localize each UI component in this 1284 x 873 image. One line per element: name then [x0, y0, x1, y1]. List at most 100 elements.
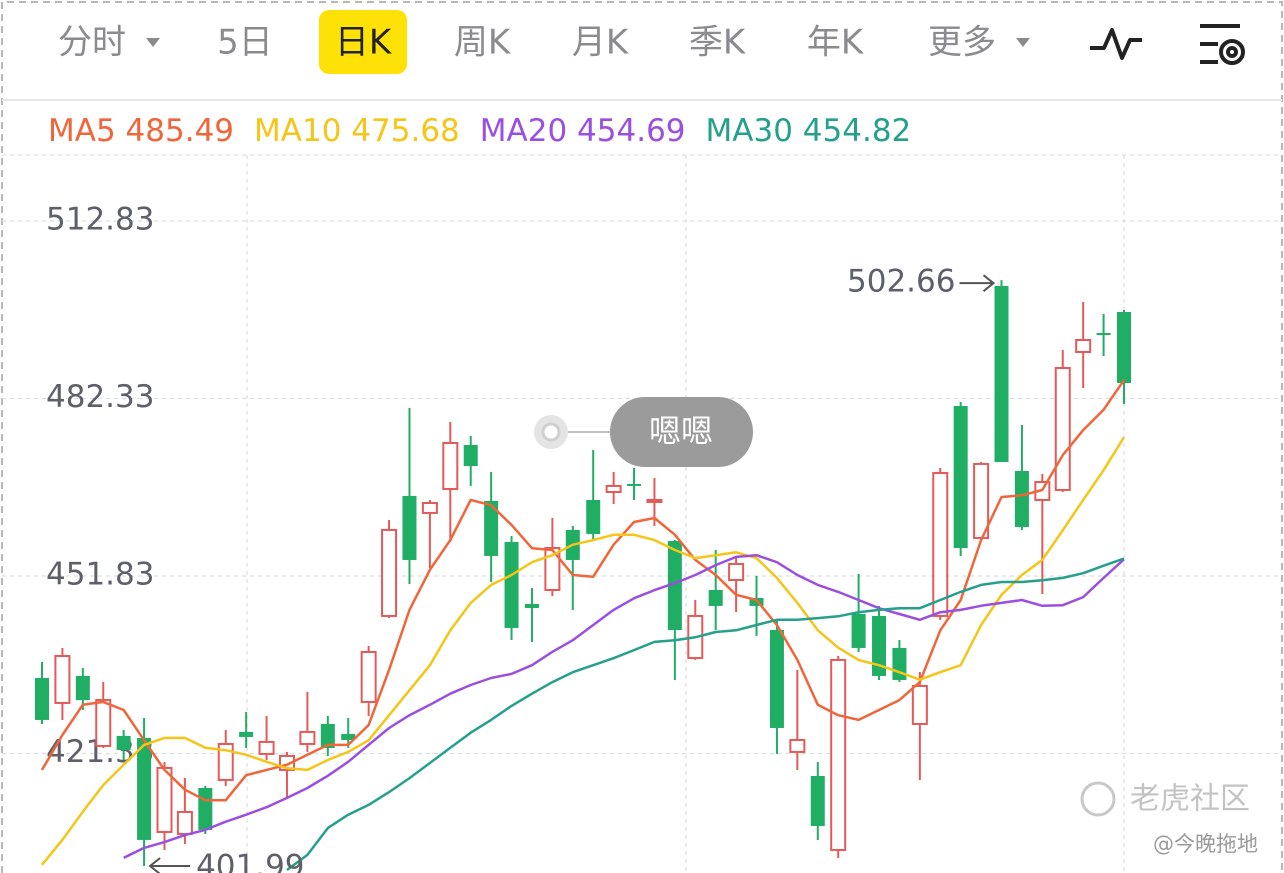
- candle: [524, 587, 539, 642]
- candle-body: [769, 629, 784, 728]
- candle-body: [217, 742, 234, 781]
- candle: [932, 467, 949, 620]
- candle-body: [320, 723, 335, 748]
- legend-entry: MA30 454.82: [706, 113, 912, 149]
- candle-body: [504, 541, 519, 628]
- legend-entry: MA20 454.69: [480, 113, 686, 149]
- candle-body: [830, 658, 847, 851]
- legend-value: 454.69: [577, 113, 685, 149]
- candle: [95, 681, 112, 748]
- dropdown-arrow: [146, 38, 160, 47]
- candle: [463, 435, 478, 486]
- legend-value: 454.82: [803, 113, 911, 149]
- candle-body: [872, 615, 887, 676]
- candle-body: [239, 731, 254, 737]
- candle: [258, 715, 275, 760]
- tooltip[interactable]: 嗯嗯: [534, 397, 753, 467]
- ma-legend: MA5 485.49 MA10 475.68 MA20 454.69 MA30 454…: [48, 113, 911, 149]
- candle-body: [484, 500, 499, 556]
- candle: [1014, 424, 1029, 530]
- candle: [544, 517, 561, 596]
- legend-name: MA5: [48, 113, 116, 149]
- candle: [239, 711, 254, 748]
- watermark-logo: [1080, 781, 1116, 817]
- candle: [994, 280, 1009, 462]
- candles: [35, 280, 1131, 867]
- watermark-brand: 老虎社区: [1130, 782, 1250, 817]
- tab-bar: 分时 5日 日K 周K 月K 季K 年K 更多: [58, 10, 1030, 74]
- candle: [360, 645, 377, 716]
- candle-body: [116, 735, 131, 750]
- candle-body: [421, 502, 438, 514]
- tab[interactable]: 季K: [689, 23, 747, 63]
- candle-body: [463, 444, 478, 466]
- ma-line: [286, 557, 1125, 872]
- tooltip-text: 嗯嗯: [649, 412, 713, 450]
- candle-body: [586, 499, 601, 534]
- indicator-icon[interactable]: [1090, 28, 1142, 60]
- candle-body: [360, 650, 377, 703]
- y-tick-label: 451.83: [46, 556, 154, 592]
- candle: [769, 619, 784, 754]
- candle: [320, 715, 335, 756]
- candle-body: [911, 684, 928, 725]
- candle: [728, 557, 745, 612]
- settings-icon[interactable]: [1200, 24, 1245, 65]
- ma-line: [41, 436, 1126, 866]
- candle: [402, 407, 417, 584]
- watermark-author: @今晚拖地: [1153, 832, 1258, 856]
- candle-body: [156, 766, 173, 833]
- ma-line: [123, 553, 1125, 859]
- candle: [442, 421, 459, 542]
- min-label: 401.99: [196, 849, 304, 873]
- max-label: 502.66: [847, 264, 955, 300]
- candle-body: [994, 285, 1009, 462]
- candle: [137, 717, 152, 867]
- candle: [830, 655, 847, 858]
- watermark: 老虎社区 @今晚拖地: [1080, 781, 1258, 856]
- candle: [341, 717, 356, 748]
- candle: [484, 471, 499, 582]
- candle: [1117, 309, 1131, 404]
- candle: [708, 549, 723, 630]
- candle-body: [442, 442, 459, 490]
- candle: [217, 729, 234, 786]
- candle: [1075, 301, 1092, 388]
- legend-value: 485.49: [126, 113, 234, 149]
- candle: [381, 519, 398, 618]
- legend-name: MA20: [480, 113, 567, 149]
- candle-body: [402, 495, 417, 560]
- legend-entry: MA5 485.49: [48, 113, 234, 149]
- tab[interactable]: 5日: [217, 23, 273, 63]
- candle: [1096, 313, 1111, 357]
- candle-body: [932, 471, 949, 617]
- candle-body: [176, 810, 193, 835]
- candle-body: [54, 654, 71, 704]
- candle: [810, 761, 825, 840]
- candle-body: [627, 483, 642, 486]
- candle: [299, 691, 316, 752]
- candle-body: [646, 498, 663, 503]
- candle-body: [667, 541, 682, 630]
- candle: [789, 669, 806, 770]
- candle: [116, 729, 131, 760]
- candle-body: [75, 675, 90, 700]
- candle: [504, 535, 519, 640]
- candle: [953, 401, 968, 556]
- tab[interactable]: 月K: [572, 23, 630, 63]
- candle-body: [35, 677, 49, 720]
- tab[interactable]: 年K: [807, 23, 865, 63]
- tab[interactable]: 日K: [335, 23, 393, 63]
- candle: [605, 471, 622, 504]
- max-arrow: [959, 274, 996, 292]
- tab[interactable]: 周K: [454, 23, 512, 63]
- candle: [627, 467, 642, 500]
- tab[interactable]: 分时: [58, 23, 126, 63]
- y-tick-label: 482.33: [46, 379, 154, 415]
- candle-body: [728, 562, 745, 581]
- candle: [421, 499, 438, 568]
- candle-body: [851, 613, 866, 648]
- tab[interactable]: 更多: [928, 23, 996, 63]
